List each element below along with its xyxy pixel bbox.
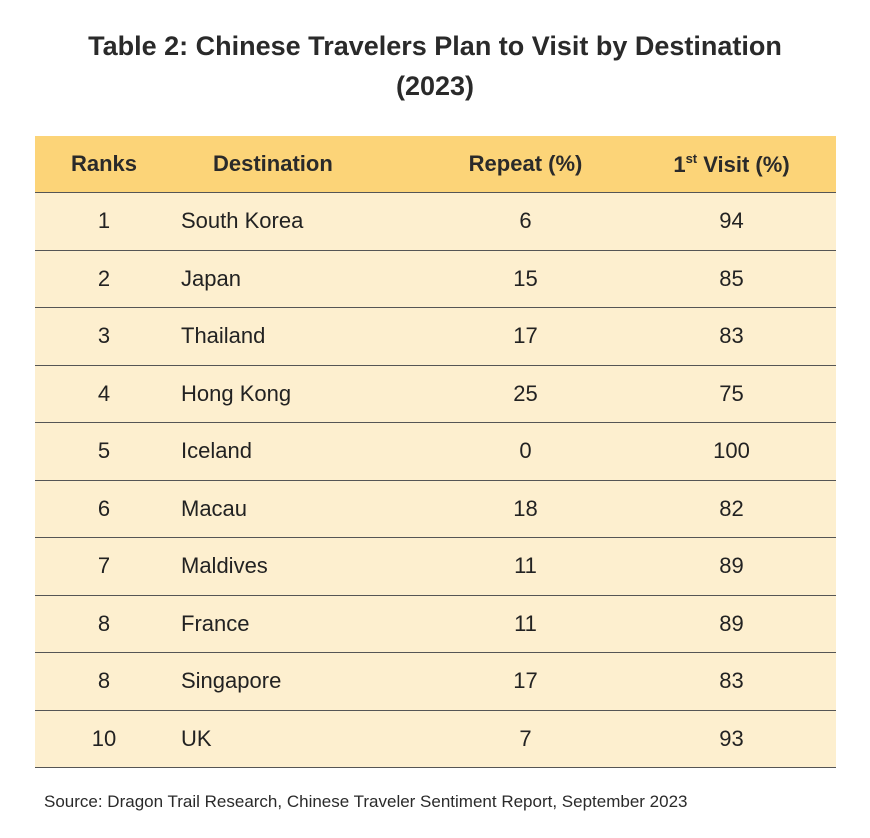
table-row: 1 South Korea 6 94 bbox=[35, 192, 836, 250]
table-title: Table 2: Chinese Travelers Plan to Visit… bbox=[0, 26, 870, 106]
cell-repeat: 17 bbox=[424, 307, 627, 365]
cell-rank: 3 bbox=[35, 307, 173, 365]
cell-destination: Singapore bbox=[173, 652, 424, 710]
cell-first-visit: 93 bbox=[627, 709, 836, 768]
cell-first-visit: 83 bbox=[627, 652, 836, 710]
cell-rank: 5 bbox=[35, 422, 173, 480]
header-ranks: Ranks bbox=[35, 136, 173, 193]
cell-repeat: 6 bbox=[424, 192, 627, 250]
cell-first-visit: 75 bbox=[627, 364, 836, 423]
cell-repeat: 18 bbox=[424, 479, 627, 538]
cell-first-visit: 89 bbox=[627, 594, 836, 653]
cell-first-visit: 83 bbox=[627, 307, 836, 365]
table-row: 6 Macau 18 82 bbox=[35, 479, 836, 538]
header-destination-label: Destination bbox=[213, 151, 333, 176]
cell-destination: Maldives bbox=[173, 537, 424, 595]
cell-repeat: 0 bbox=[424, 422, 627, 480]
source-note: Source: Dragon Trail Research, Chinese T… bbox=[44, 792, 688, 811]
cell-destination: South Korea bbox=[173, 192, 424, 250]
cell-destination: Iceland bbox=[173, 422, 424, 480]
table-row: 5 Iceland 0 100 bbox=[35, 422, 836, 480]
table-row: 4 Hong Kong 25 75 bbox=[35, 364, 836, 423]
cell-rank: 2 bbox=[35, 249, 173, 308]
header-destination: Destination bbox=[173, 136, 424, 193]
cell-destination-label: Singapore bbox=[181, 668, 282, 694]
cell-first-visit: 100 bbox=[627, 422, 836, 480]
table-title-line-2: (2023) bbox=[395, 71, 475, 101]
cell-destination: Japan bbox=[173, 249, 424, 308]
table-row: 8 France 11 89 bbox=[35, 594, 836, 653]
cell-repeat: 17 bbox=[424, 652, 627, 710]
cell-destination-label: South Korea bbox=[181, 208, 304, 234]
cell-rank: 4 bbox=[35, 364, 173, 423]
table-row: 7 Maldives 11 89 bbox=[35, 537, 836, 595]
header-first-visit-suffix: Visit (%) bbox=[697, 151, 790, 177]
cell-destination: France bbox=[173, 594, 424, 653]
table-row: 8 Singapore 17 83 bbox=[35, 652, 836, 710]
header-first-visit: 1st Visit (%) bbox=[627, 136, 836, 193]
cell-rank: 10 bbox=[35, 709, 173, 768]
cell-destination-label: France bbox=[181, 610, 250, 636]
cell-first-visit: 85 bbox=[627, 249, 836, 308]
cell-repeat: 11 bbox=[424, 594, 627, 653]
cell-first-visit: 94 bbox=[627, 192, 836, 250]
cell-destination: Macau bbox=[173, 479, 424, 538]
header-repeat: Repeat (%) bbox=[424, 136, 627, 193]
cell-first-visit: 82 bbox=[627, 479, 836, 538]
cell-destination-label: Iceland bbox=[181, 438, 252, 464]
cell-rank: 8 bbox=[35, 652, 173, 710]
cell-repeat: 11 bbox=[424, 537, 627, 595]
cell-rank: 1 bbox=[35, 192, 173, 250]
header-first-visit-prefix: 1 bbox=[673, 151, 686, 177]
cell-first-visit: 89 bbox=[627, 537, 836, 595]
cell-destination-label: Thailand bbox=[181, 323, 266, 349]
cell-repeat: 15 bbox=[424, 249, 627, 308]
cell-destination-label: Japan bbox=[181, 265, 241, 291]
cell-rank: 6 bbox=[35, 479, 173, 538]
cell-rank: 8 bbox=[35, 594, 173, 653]
table-header-row: Ranks Destination Repeat (%) 1st Visit (… bbox=[35, 136, 836, 193]
table-row: 3 Thailand 17 83 bbox=[35, 307, 836, 365]
cell-destination: Hong Kong bbox=[173, 364, 424, 423]
cell-destination-label: UK bbox=[181, 725, 212, 751]
table-row: 10 UK 7 93 bbox=[35, 709, 836, 768]
cell-destination-label: Maldives bbox=[181, 553, 268, 579]
cell-destination-label: Macau bbox=[181, 495, 248, 521]
cell-destination: Thailand bbox=[173, 307, 424, 365]
table-title-line-1: Table 2: Chinese Travelers Plan to Visit… bbox=[88, 31, 782, 61]
cell-repeat: 25 bbox=[424, 364, 627, 423]
table-row: 2 Japan 15 85 bbox=[35, 249, 836, 308]
cell-rank: 7 bbox=[35, 537, 173, 595]
header-first-visit-sup: st bbox=[685, 150, 698, 166]
cell-destination: UK bbox=[173, 709, 424, 768]
cell-repeat: 7 bbox=[424, 709, 627, 768]
destination-table: Ranks Destination Repeat (%) 1st Visit (… bbox=[35, 136, 836, 768]
cell-destination-label: Hong Kong bbox=[181, 380, 292, 406]
